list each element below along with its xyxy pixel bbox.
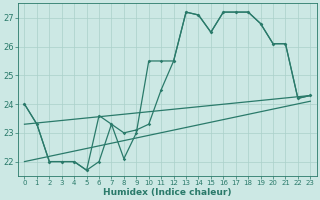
X-axis label: Humidex (Indice chaleur): Humidex (Indice chaleur) (103, 188, 232, 197)
